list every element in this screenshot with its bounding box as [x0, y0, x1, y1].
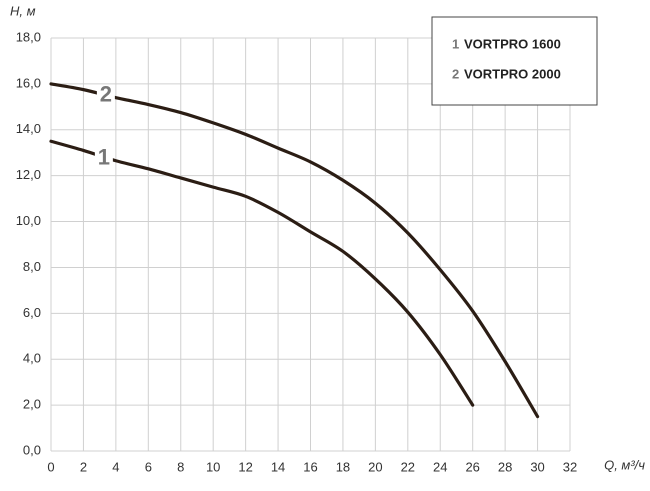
x-tick-label: 14: [271, 459, 285, 474]
curve-label-bg: [94, 147, 113, 170]
x-tick-label: 12: [238, 459, 252, 474]
legend-entry: VORTPRO 1600: [464, 36, 561, 51]
x-tick-label: 24: [433, 459, 447, 474]
legend-entry: VORTPRO 2000: [464, 66, 561, 81]
x-axis-label: Q, м³/ч: [604, 457, 645, 472]
y-tick-label: 6,0: [23, 305, 41, 320]
x-tick-label: 8: [177, 459, 184, 474]
y-tick-label: 12,0: [16, 167, 41, 182]
y-axis-label: H, м: [10, 3, 36, 18]
x-tick-label: 28: [498, 459, 512, 474]
y-tick-label: 0,0: [23, 442, 41, 457]
x-tick-label: 32: [563, 459, 577, 474]
curve-label: 1: [98, 145, 110, 170]
x-tick-label: 22: [401, 459, 415, 474]
series-line: [49, 139, 475, 407]
legend-number: 1: [452, 36, 459, 51]
legend-box: [431, 16, 598, 106]
y-tick-label: 16,0: [16, 75, 41, 90]
x-tick-label: 16: [303, 459, 317, 474]
x-tick-label: 18: [336, 459, 350, 474]
x-tick-label: 10: [206, 459, 220, 474]
x-tick-label: 20: [368, 459, 382, 474]
curve-label-bg: [96, 84, 115, 107]
y-tick-label: 4,0: [23, 351, 41, 366]
legend-number: 2: [452, 66, 459, 81]
x-tick-label: 6: [145, 459, 152, 474]
x-tick-label: 2: [80, 459, 87, 474]
x-tick-label: 4: [112, 459, 119, 474]
y-tick-label: 14,0: [16, 121, 41, 136]
y-tick-label: 10,0: [16, 213, 41, 228]
y-tick-label: 2,0: [23, 397, 41, 412]
y-tick-label: 18,0: [16, 29, 41, 44]
y-tick-label: 8,0: [23, 259, 41, 274]
x-tick-label: 30: [530, 459, 544, 474]
series-line: [49, 82, 540, 419]
x-tick-label: 0: [47, 459, 54, 474]
curve-label: 2: [100, 81, 112, 106]
x-tick-label: 26: [465, 459, 479, 474]
